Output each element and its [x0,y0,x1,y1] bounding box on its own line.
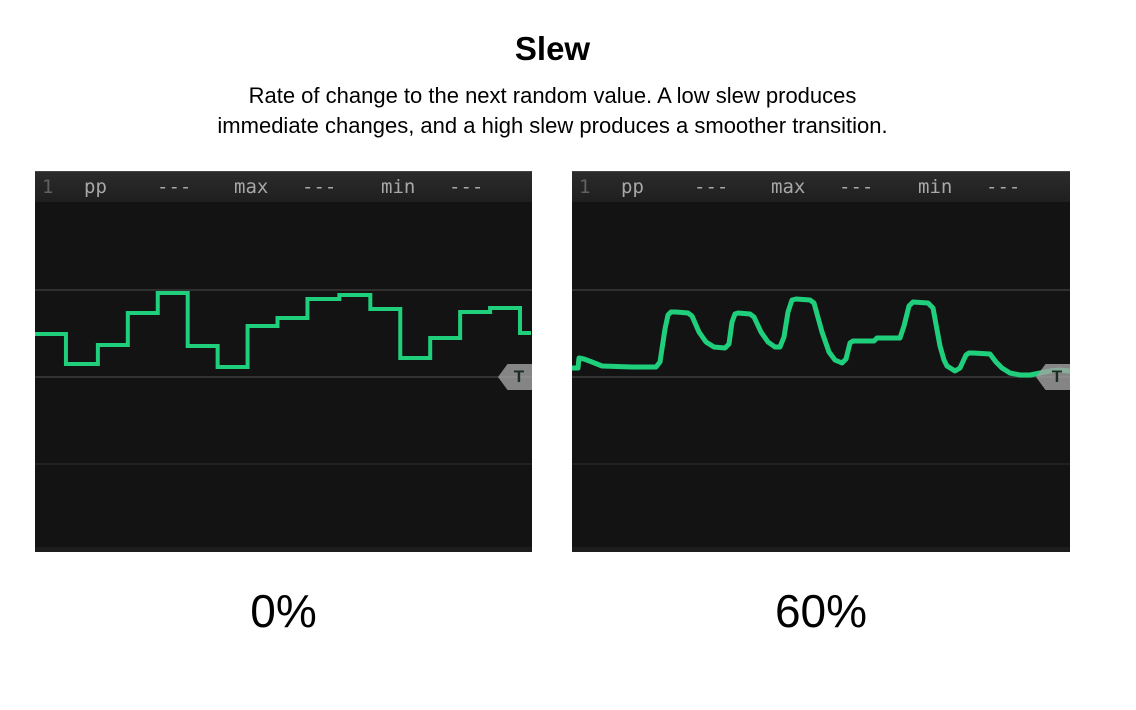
page-title: Slew [514,30,591,67]
description-line-2: immediate changes, and a high slew produ… [217,113,888,138]
caption-60pct-slew: 60% [774,585,868,637]
scope-bottom-strip [572,547,1070,552]
trigger-marker-label: T [1051,367,1063,386]
scope-header: 1 pp --- max --- min --- [572,171,1070,202]
channel-number: 1 [42,176,54,198]
pp-value: --- [157,176,192,198]
caption-no-slew: 0% [250,585,317,637]
gridline-upper [35,289,532,291]
channel-number: 1 [579,176,591,198]
oscilloscope-panel-no-slew: 1 pp --- max --- min --- T [35,171,532,552]
scope-header: 1 pp --- max --- min --- [35,171,532,202]
captions-row: 0% 60% [35,588,1070,634]
description: Rate of change to the next random value.… [35,81,1070,141]
waveform-trace [572,296,1070,378]
min-value: --- [449,176,484,198]
pp-label: pp [84,176,107,198]
waveform-trace [35,291,532,369]
pp-value: --- [694,176,729,198]
scopes-row: 1 pp --- max --- min --- T [35,171,1070,552]
gridline-lower [35,463,532,465]
max-value: --- [839,176,874,198]
scope-bottom-strip [35,547,532,552]
gridline-lower [572,463,1070,465]
max-label: max [771,176,806,198]
max-value: --- [302,176,337,198]
scope-display: T [572,202,1070,552]
description-line-1: Rate of change to the next random value.… [248,83,857,108]
oscilloscope-panel-60pct-slew: 1 pp --- max --- min --- T [572,171,1070,552]
gridline-middle [35,376,532,378]
content-wrapper: Slew Rate of change to the next random v… [35,30,1070,634]
trigger-marker-label: T [513,367,525,386]
scope-display: T [35,202,532,552]
min-value: --- [986,176,1021,198]
max-label: max [234,176,269,198]
min-label: min [381,176,416,198]
pp-label: pp [621,176,644,198]
gridline-middle [572,376,1070,378]
gridline-upper [572,289,1070,291]
min-label: min [918,176,953,198]
